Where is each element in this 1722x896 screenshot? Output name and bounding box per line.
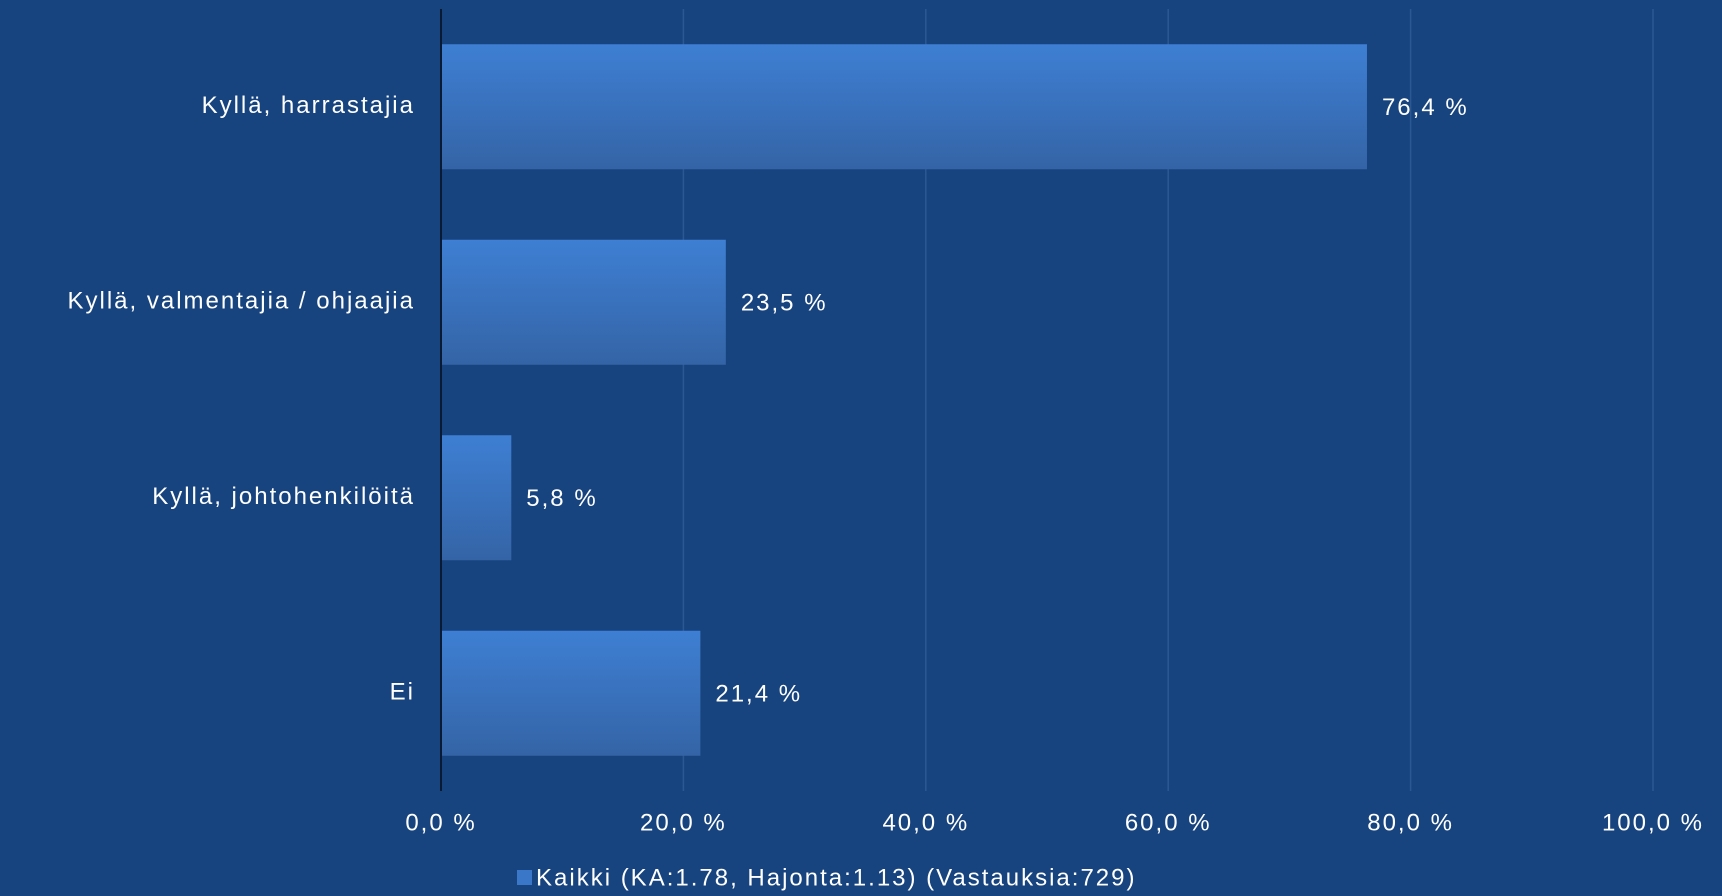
- y-tick-label: Kyllä, harrastajia: [202, 92, 415, 119]
- y-tick-label: Kyllä, valmentajia / ohjaajia: [68, 288, 416, 315]
- legend-swatch: [517, 870, 532, 885]
- legend-label: Kaikki (KA:1.78, Hajonta:1.13) (Vastauks…: [536, 864, 1136, 891]
- x-tick-label: 0,0 %: [405, 809, 476, 836]
- value-label: 21,4 %: [715, 681, 802, 708]
- x-tick-label: 20,0 %: [640, 809, 727, 836]
- value-label: 76,4 %: [1382, 94, 1469, 121]
- y-tick-label: Ei: [390, 679, 415, 706]
- x-tick-label: 100,0 %: [1602, 809, 1704, 836]
- x-tick-label: 80,0 %: [1367, 809, 1454, 836]
- y-tick-label: Kyllä, johtohenkilöitä: [152, 483, 415, 510]
- bar: [441, 435, 512, 561]
- bar: [441, 44, 1367, 170]
- bar: [441, 630, 701, 756]
- bar: [441, 239, 726, 365]
- value-label: 5,8 %: [526, 485, 597, 512]
- x-tick-label: 60,0 %: [1125, 809, 1212, 836]
- x-tick-label: 40,0 %: [882, 809, 969, 836]
- value-label: 23,5 %: [741, 290, 828, 317]
